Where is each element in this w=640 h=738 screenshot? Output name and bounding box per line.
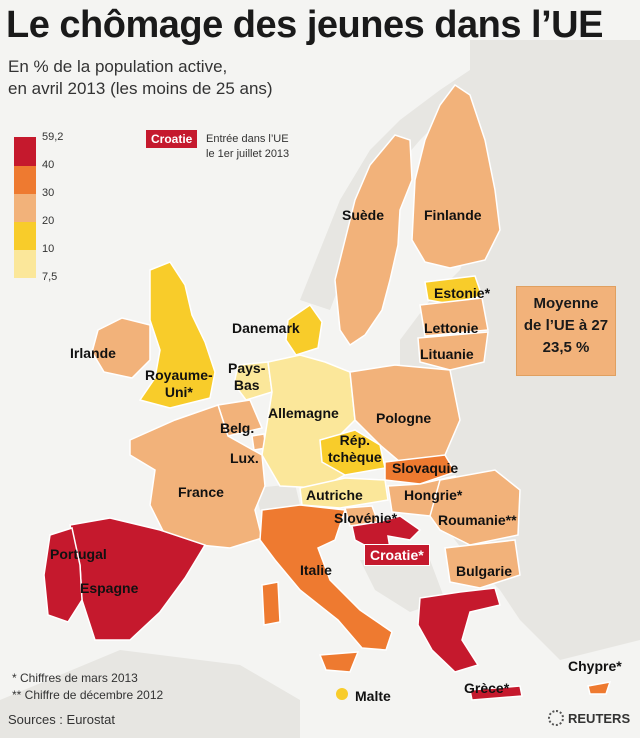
label-roumanie: Roumanie** [438,512,517,528]
country-portugal [43,527,83,623]
label-france: France [178,484,224,500]
reuters-dots-icon [548,710,564,726]
country-slovakia [384,454,457,485]
label-pologne: Pologne [376,410,432,426]
country-italy [259,504,393,651]
label-chypre: Chypre* [568,658,622,674]
map-title: Le chômage des jeunes dans l’UE [6,4,603,46]
legend-swatch-1 [14,137,36,166]
croatie-key-line-1: Entrée dans l’UE [206,133,289,145]
label-rep-tcheque-line-1: Rép. [339,432,371,448]
label-suede: Suède [342,207,385,223]
label-royaume-uni-line-1: Royaume- [145,367,213,383]
label-malte: Malte [355,688,391,704]
sicily [318,651,360,673]
country-lithuania [417,331,489,371]
label-estonie: Estonie* [434,285,491,301]
average-line-3: 23,5 % [542,339,590,356]
label-slovaquie: Slovaquie [392,460,459,476]
label-croatie: Croatie* [364,544,430,566]
label-lituanie: Lituanie [420,346,474,362]
country-bulgaria [444,539,521,589]
country-malta [336,688,348,700]
legend-swatch-2 [14,166,36,194]
average-line-2: de l’UE à 27 [523,317,609,334]
country-romania [429,469,521,546]
subtitle-line-1: En % de la population active, [8,57,228,76]
sardinia [261,581,281,626]
legend-tick-5: 10 [42,243,55,255]
country-finland [411,83,501,269]
legend-tick-6: 7,5 [42,271,58,283]
label-espagne: Espagne [80,580,139,596]
north-africa [0,650,300,738]
label-bulgarie: Bulgarie [456,563,513,579]
label-royaume-uni: Royaume- Uni* [145,367,213,401]
label-pays-bas: Pays- Bas [228,360,265,394]
label-rep-tcheque-line-2: tchèque [328,449,382,465]
crete [469,685,523,701]
legend-swatch-4 [14,222,36,250]
map-subtitle: En % de la population active, en avril 2… [8,56,328,100]
label-belgique: Belg. [220,420,255,436]
croatie-key-text: Entrée dans l’UE le 1er juillet 2013 [206,132,316,162]
label-finlande: Finlande [424,207,482,223]
label-slovenie: Slovénie* [334,510,398,526]
legend-swatch-3 [14,194,36,222]
reuters-wordmark: REUTERS [568,710,631,726]
croatie-badge: Croatie [146,130,198,148]
label-lettonie: Lettonie [424,320,479,336]
country-sweden [334,134,413,347]
label-danemark: Danemark [232,320,300,336]
label-pays-bas-line-1: Pays- [228,360,266,376]
label-italie: Italie [300,562,332,578]
country-uk [138,261,216,409]
footnotes: * Chiffres de mars 2013 ** Chiffre de dé… [12,670,163,704]
label-irlande: Irlande [70,345,116,361]
legend-tick-4: 20 [42,215,55,227]
switzerland [255,484,300,510]
average-line-1: Moyenne [533,295,599,312]
legend-tick-1: 59,2 [42,131,64,143]
source-credit: Sources : Eurostat [8,712,115,727]
label-hongrie: Hongrie* [404,487,463,503]
legend: 59,2 40 30 20 10 7,5 [8,131,68,284]
footnote-1: * Chiffres de mars 2013 [12,671,138,685]
croatie-key-line-2: le 1er juillet 2013 [206,148,290,160]
country-croatia [351,515,422,562]
label-royaume-uni-line-2: Uni* [164,384,193,400]
label-grece: Grèce* [464,680,510,696]
country-netherlands [233,361,273,401]
legend-tick-3: 30 [42,187,55,199]
country-ireland [91,317,151,379]
label-rep-tcheque: Rép. tchèque [328,432,382,466]
legend-swatch-5 [14,250,36,278]
label-portugal: Portugal [50,546,107,562]
subtitle-line-2: en avril 2013 (les moins de 25 ans) [8,79,273,98]
legend-tick-2: 40 [42,159,55,171]
country-latvia [419,297,489,337]
label-autriche: Autriche [306,487,363,503]
footnote-2: ** Chiffre de décembre 2012 [12,688,164,702]
reuters-logo: REUTERS [548,710,630,726]
label-luxembourg: Lux. [230,450,259,466]
average-box: Moyenne de l’UE à 27 23,5 % [516,286,616,376]
croatie-key: Croatie [146,130,198,148]
country-cyprus [587,681,612,695]
label-pays-bas-line-2: Bas [233,377,260,393]
country-denmark [285,303,323,356]
label-allemagne: Allemagne [268,405,339,421]
country-greece [417,587,501,673]
